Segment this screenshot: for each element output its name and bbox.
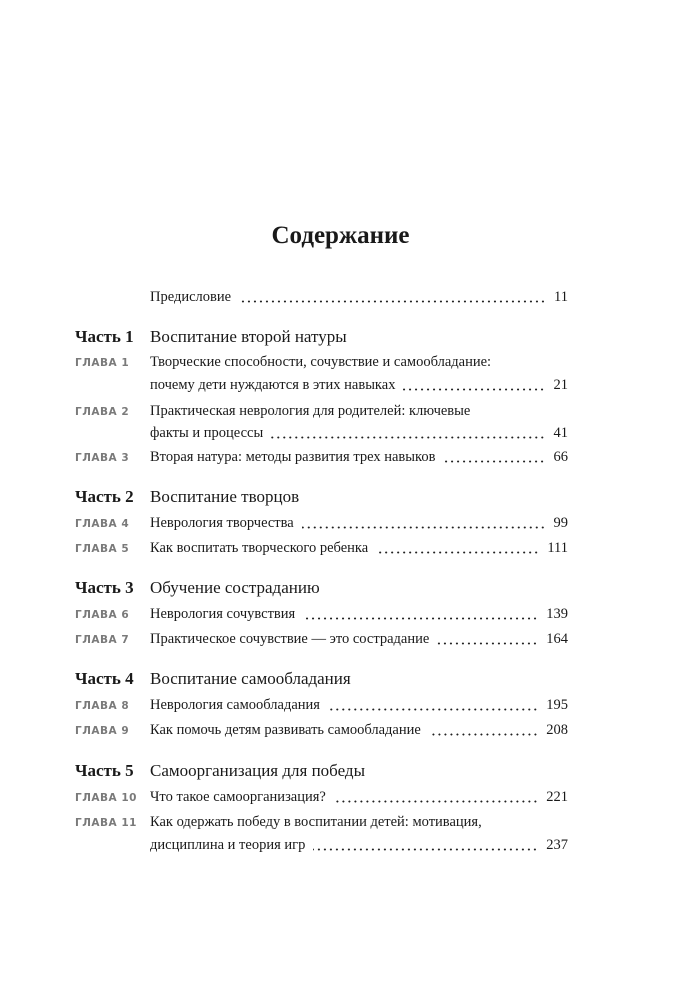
part-heading[interactable]: Часть 5 Самоорганизация для победы — [75, 760, 568, 782]
page-number: 208 — [546, 722, 568, 738]
chapter-title: Практическое сочувствие — это сострадани… — [150, 631, 430, 647]
chapter-title: Практическая неврология для родителей: к… — [150, 403, 471, 419]
chapter-title: Вторая натура: методы развития трех навы… — [150, 449, 436, 465]
part-label: Часть 3 — [75, 578, 134, 597]
dot-leader — [301, 525, 546, 529]
dot-leader — [403, 387, 546, 391]
chapter-label: ГЛАВА 11 — [75, 817, 137, 829]
toc-entry-chapter[interactable]: ГЛАВА 8 Неврология самообладания 195 — [75, 694, 568, 716]
page-title: Содержание — [271, 222, 410, 249]
toc-entry-chapter[interactable]: ГЛАВА 11 Как одержать победу в воспитании… — [75, 811, 568, 833]
toc-entry-chapter[interactable]: ГЛАВА 6 Неврология сочувствия 139 — [75, 603, 568, 625]
page-number: 164 — [546, 631, 568, 647]
part-title: Воспитание второй натуры — [150, 327, 347, 346]
dot-leader — [437, 641, 539, 645]
page-number: 21 — [553, 377, 569, 393]
toc-entry-chapter[interactable]: ГЛАВА 1 Творческие способности, сочувстви… — [75, 351, 568, 373]
chapter-label: ГЛАВА 4 — [75, 518, 130, 530]
part-heading[interactable]: Часть 1 Воспитание второй натуры — [75, 326, 568, 348]
dot-leader — [313, 847, 539, 851]
chapter-label: ГЛАВА 1 — [75, 357, 130, 369]
part-label: Часть 4 — [75, 669, 134, 688]
toc-entry-chapter[interactable]: ГЛАВА 5 Как воспитать творческого ребенка… — [75, 537, 568, 559]
dot-leader — [443, 459, 546, 463]
dot-leader — [271, 435, 546, 439]
chapter-title: Как воспитать творческого ребенка — [150, 540, 369, 556]
page-number: 111 — [547, 540, 568, 556]
page-number: 139 — [546, 606, 568, 622]
chapter-title-line2: факты и процессы — [150, 425, 264, 441]
toc-entry-preface[interactable]: Предисловие 11 — [75, 286, 568, 308]
dot-leader — [303, 616, 539, 620]
chapter-title: Неврология самообладания — [150, 697, 320, 713]
part-heading[interactable]: Часть 2 Воспитание творцов — [75, 486, 568, 508]
chapter-title: Творческие способности, сочувствие и сам… — [150, 354, 492, 370]
toc-entry-chapter[interactable]: ГЛАВА 10 Что такое самоорганизация? 221 — [75, 786, 568, 808]
part-title: Обучение состраданию — [150, 578, 320, 597]
page-number: 99 — [553, 515, 569, 531]
entry-title: Предисловие — [150, 289, 232, 305]
chapter-label: ГЛАВА 10 — [75, 792, 137, 804]
page-number: 237 — [546, 837, 568, 853]
toc-entry-chapter[interactable]: ГЛАВА 9 Как помочь детям развивать самооб… — [75, 719, 568, 741]
part-title: Воспитание самообладания — [150, 669, 351, 688]
toc-entry-chapter[interactable]: ГЛАВА 7 Практическое сочувствие — это сос… — [75, 628, 568, 650]
chapter-title: Как помочь детям развивать самообладание — [150, 722, 421, 738]
dot-leader — [376, 550, 540, 554]
toc-entry-chapter[interactable]: ГЛАВА 4 Неврология творчества 99 — [75, 512, 568, 534]
part-heading[interactable]: Часть 4 Воспитание самообладания — [75, 668, 568, 690]
page-number: 11 — [554, 289, 568, 305]
page-number: 41 — [553, 425, 569, 441]
chapter-title: Как одержать победу в воспитании детей: … — [150, 814, 482, 830]
dot-leader — [333, 799, 539, 803]
page-number: 221 — [546, 789, 568, 805]
chapter-label: ГЛАВА 6 — [75, 609, 130, 621]
chapter-label: ГЛАВА 9 — [75, 725, 130, 737]
chapter-title-line2: почему дети нуждаются в этих навыках — [150, 377, 396, 393]
part-title: Самоорганизация для победы — [150, 761, 365, 780]
chapter-label: ГЛАВА 8 — [75, 700, 130, 712]
chapter-label: ГЛАВА 3 — [75, 452, 130, 464]
chapter-title: Неврология сочувствия — [150, 606, 296, 622]
chapter-label: ГЛАВА 5 — [75, 543, 130, 555]
chapter-title: Что такое самоорганизация? — [150, 789, 326, 805]
dot-leader — [327, 707, 539, 711]
chapter-label: ГЛАВА 7 — [75, 634, 130, 646]
page-number: 195 — [546, 697, 568, 713]
toc-entry-chapter[interactable]: ГЛАВА 2 Практическая неврология для родит… — [75, 400, 568, 422]
part-title: Воспитание творцов — [150, 487, 300, 506]
part-heading[interactable]: Часть 3 Обучение состраданию — [75, 577, 568, 599]
toc-entry-chapter-continued[interactable]: почему дети нуждаются в этих навыках 21 — [75, 374, 568, 396]
dot-leader — [428, 732, 539, 736]
chapter-title-line2: дисциплина и теория игр — [150, 837, 306, 853]
chapter-label: ГЛАВА 2 — [75, 406, 130, 418]
toc-entry-chapter-continued[interactable]: факты и процессы 41 — [75, 422, 568, 444]
page-number: 66 — [553, 449, 569, 465]
part-label: Часть 2 — [75, 487, 134, 506]
part-label: Часть 5 — [75, 761, 134, 780]
part-label: Часть 1 — [75, 327, 134, 346]
toc-entry-chapter-continued[interactable]: дисциплина и теория игр 237 — [75, 834, 568, 856]
toc-entry-chapter[interactable]: ГЛАВА 3 Вторая натура: методы развития тр… — [75, 446, 568, 468]
chapter-title: Неврология творчества — [150, 515, 294, 531]
dot-leader — [239, 299, 547, 303]
